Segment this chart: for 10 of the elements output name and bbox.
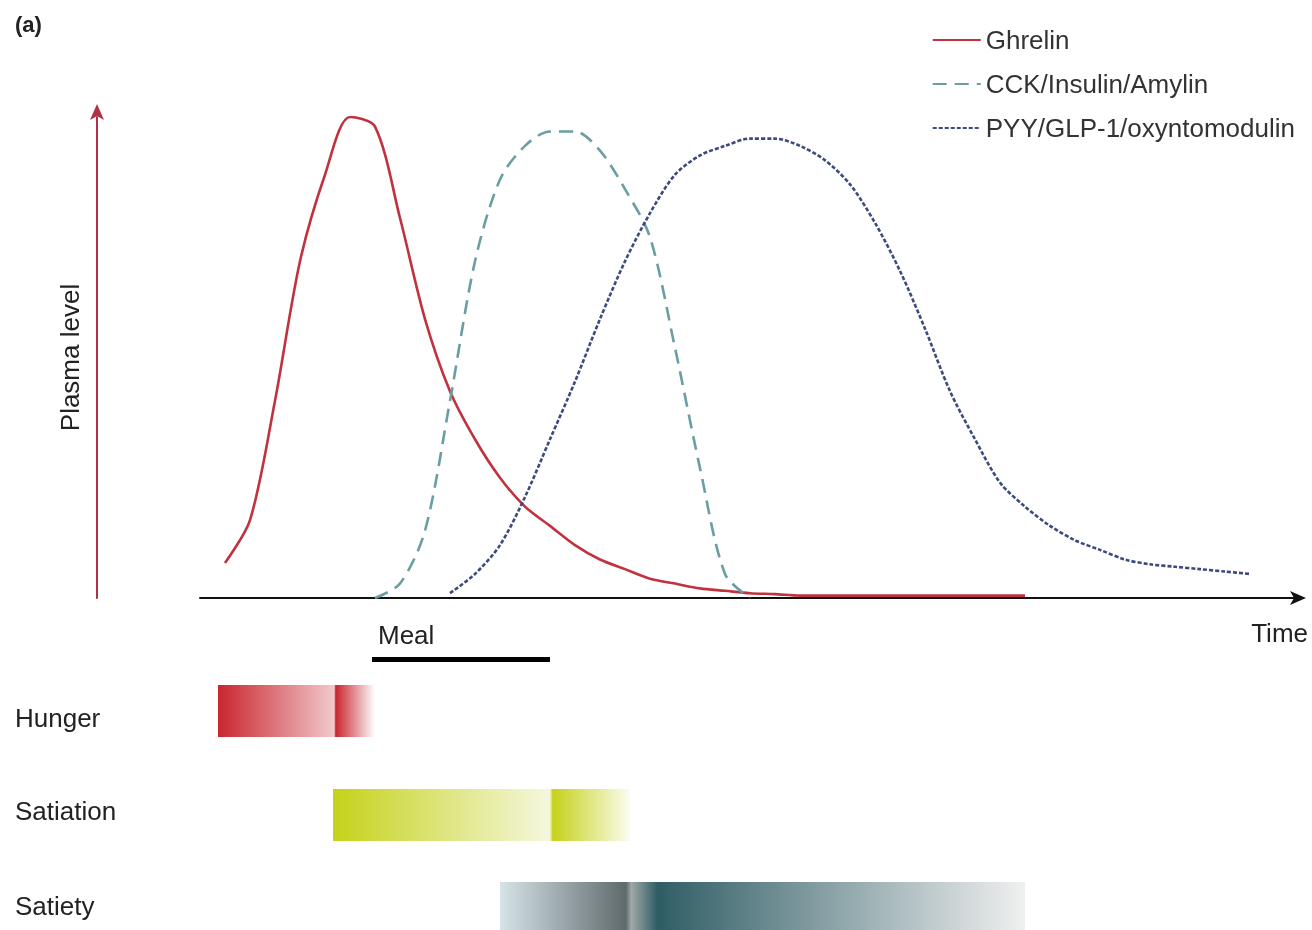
y-axis-title: Plasma level <box>55 283 85 432</box>
legend-label: CCK/Insulin/Amylin <box>985 69 1209 99</box>
text: Satiety <box>15 891 95 921</box>
legend-label: PYY/GLP-1/oxyntomodulin <box>985 113 1296 143</box>
text: Hunger <box>15 703 101 733</box>
x-axis-title: Time <box>1251 618 1308 648</box>
chart-title: (a) <box>15 11 42 37</box>
legend-label: Ghrelin <box>985 25 1070 55</box>
text: Meal <box>378 620 435 650</box>
text: Satiation <box>15 796 117 826</box>
